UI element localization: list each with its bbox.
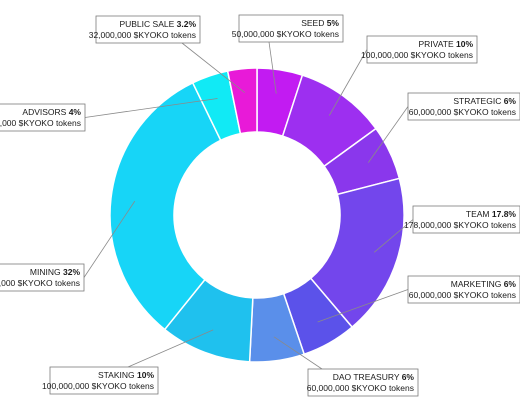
segment-name-percent: MINING 32%	[30, 267, 81, 277]
segment-percent: 10%	[456, 39, 473, 49]
leader-line-strategic	[367, 106, 409, 163]
segment-name-percent: STRATEGIC 6%	[453, 96, 516, 106]
label-box	[366, 35, 478, 64]
segment-name: MARKETING	[451, 279, 504, 289]
label-box	[407, 92, 520, 121]
label-advisors: ADVISORS 4%40,000,000 $KYOKO tokens	[0, 103, 86, 132]
segment-percent: 17.8%	[492, 209, 517, 219]
label-box	[0, 263, 85, 292]
segment-name-percent: SEED 5%	[301, 18, 339, 28]
leader-line-mining	[83, 200, 136, 278]
segment-percent: 3.2%	[177, 19, 197, 29]
segment-name-percent: TEAM 17.8%	[466, 209, 517, 219]
label-public-sale: PUBLIC SALE 3.2%32,000,000 $KYOKO tokens	[89, 15, 201, 44]
leader-line-advisors	[84, 98, 218, 118]
segment-name: STAKING	[98, 370, 137, 380]
label-strategic: STRATEGIC 6%60,000,000 $KYOKO tokens	[407, 92, 520, 121]
segment-name: TEAM	[466, 209, 492, 219]
segment-percent: 5%	[327, 18, 340, 28]
segment-name-percent: DAO TREASURY 6%	[333, 372, 415, 382]
segment-percent: 4%	[69, 107, 82, 117]
segment-amount: 50,000,000 $KYOKO tokens	[232, 29, 339, 39]
segment-labels: SEED 5%50,000,000 $KYOKO tokens PRIVATE 1…	[0, 14, 520, 397]
leader-line-marketing	[317, 289, 409, 323]
segment-percent: 32%	[63, 267, 80, 277]
segment-amount: 100,000,000 $KYOKO tokens	[42, 381, 154, 391]
label-box	[412, 205, 520, 234]
segment-amount: 60,000,000 $KYOKO tokens	[307, 383, 414, 393]
segment-name-percent: STAKING 10%	[98, 370, 155, 380]
segment-name: STRATEGIC	[453, 96, 503, 106]
segment-percent: 6%	[504, 279, 517, 289]
leader-line-team	[373, 219, 414, 253]
label-box	[307, 368, 419, 397]
segment-amount: 60,000,000 $KYOKO tokens	[409, 290, 516, 300]
leader-line-public-sale	[181, 42, 245, 93]
label-marketing: MARKETING 6%60,000,000 $KYOKO tokens	[407, 275, 520, 304]
segment-amount: 178,000,000 $KYOKO tokens	[404, 220, 516, 230]
label-box	[95, 15, 201, 44]
slice-mining	[109, 81, 222, 331]
segment-percent: 6%	[402, 372, 415, 382]
segment-name: SEED	[301, 18, 327, 28]
label-box	[407, 275, 520, 304]
segment-name: PRIVATE	[419, 39, 456, 49]
segment-percent: 6%	[504, 96, 517, 106]
segment-amount: 32,000,000 $KYOKO tokens	[89, 30, 196, 40]
segment-name: DAO TREASURY	[333, 372, 402, 382]
segment-name-percent: PRIVATE 10%	[419, 39, 474, 49]
segment-amount: 60,000,000 $KYOKO tokens	[409, 107, 516, 117]
leader-line-private	[328, 49, 368, 116]
segment-name-percent: ADVISORS 4%	[22, 107, 81, 117]
segment-name-percent: PUBLIC SALE 3.2%	[119, 19, 196, 29]
label-staking: STAKING 10%100,000,000 $KYOKO tokens	[42, 366, 159, 395]
segment-amount: 100,000,000 $KYOKO tokens	[361, 50, 473, 60]
label-box	[49, 366, 159, 395]
leader-line-seed	[268, 41, 277, 94]
label-team: TEAM 17.8%178,000,000 $KYOKO tokens	[404, 205, 520, 234]
segment-name: ADVISORS	[22, 107, 68, 117]
segment-percent: 10%	[137, 370, 154, 380]
leader-line-dao-treasury	[273, 336, 323, 370]
donut-slices	[109, 67, 405, 363]
leader-line-staking	[127, 329, 214, 368]
label-box	[238, 14, 344, 43]
segment-amount: 40,000,000 $KYOKO tokens	[0, 118, 81, 128]
slice-public-sale	[226, 67, 258, 135]
segment-amount: 320,000,000 $KYOKO tokens	[0, 278, 80, 288]
label-box	[0, 103, 86, 132]
label-dao-treasury: DAO TREASURY 6%60,000,000 $KYOKO tokens	[307, 368, 419, 397]
label-seed: SEED 5%50,000,000 $KYOKO tokens	[232, 14, 344, 43]
segment-name-percent: MARKETING 6%	[451, 279, 517, 289]
segment-name: PUBLIC SALE	[119, 19, 176, 29]
segment-name: MINING	[30, 267, 63, 277]
label-mining: MINING 32%320,000,000 $KYOKO tokens	[0, 263, 85, 292]
leader-lines	[83, 41, 414, 370]
label-private: PRIVATE 10%100,000,000 $KYOKO tokens	[361, 35, 478, 64]
